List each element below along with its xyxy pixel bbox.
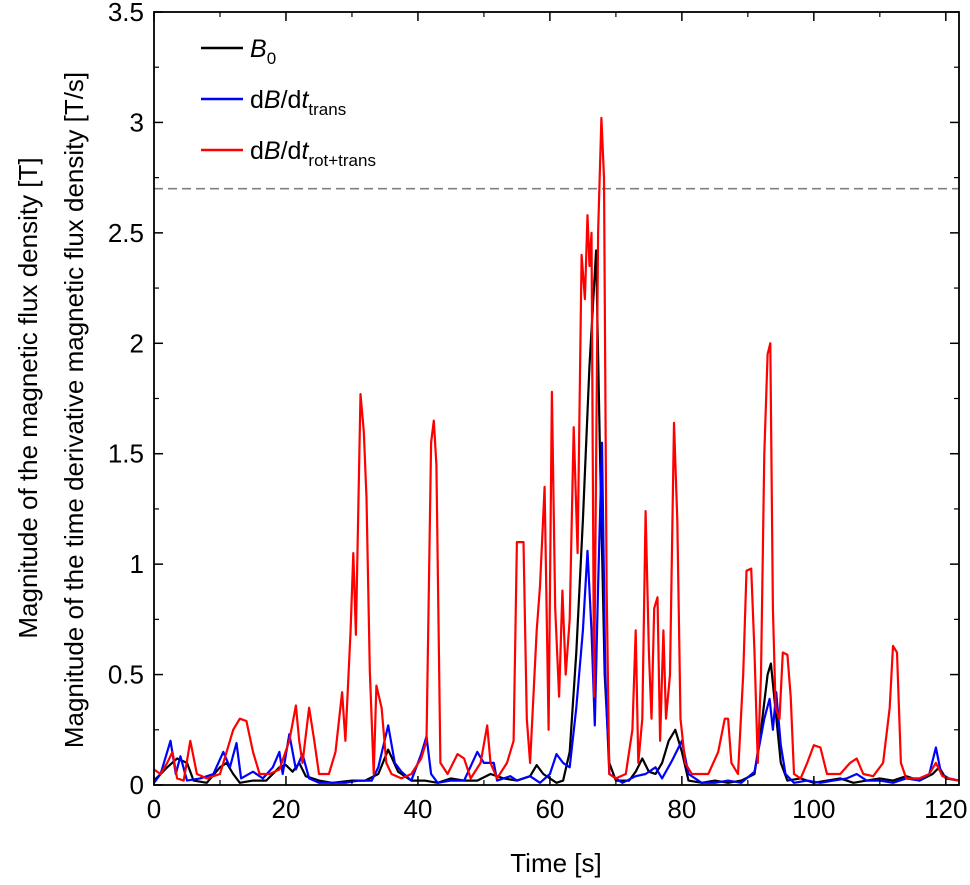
legend-label-1: B0 [250, 35, 276, 68]
plot-area [154, 12, 959, 785]
x-tick-label: 60 [535, 794, 564, 824]
y-tick-label: 2.5 [108, 218, 144, 248]
y-tick-label: 0 [130, 770, 144, 800]
ticks-layer: 0 20 40 60 80 100 120 0 0.5 1 1.5 2 2.5 3 3.5 [108, 0, 968, 824]
x-tick-label: 0 [147, 794, 161, 824]
x-tick-label: 120 [924, 794, 967, 824]
legend-label-2: dB/dttrans [250, 86, 346, 119]
y-tick-label: 1 [130, 549, 144, 579]
x-tick-label: 20 [272, 794, 301, 824]
y-axis-title-2: Magnitude of the time derivative magneti… [59, 72, 89, 748]
series-line-1 [153, 249, 960, 784]
x-tick-label: 80 [667, 794, 696, 824]
series-line-2 [153, 441, 960, 784]
y-tick-label: 1.5 [108, 439, 144, 469]
legend: B0 dB/dttrans dB/dtrot+trans [201, 35, 376, 170]
y-axis-title-1: Magnitude of the magnetic flux density [… [13, 157, 43, 638]
x-axis-title: Time [s] [510, 848, 601, 878]
y-tick-label: 2 [130, 328, 144, 358]
y-tick-label: 0.5 [108, 660, 144, 690]
series-layer [153, 116, 960, 784]
y-tick-label: 3 [130, 107, 144, 137]
legend-label-3: dB/dtrot+trans [250, 137, 376, 170]
y-tick-label: 3.5 [108, 0, 144, 27]
x-tick-label: 100 [792, 794, 835, 824]
series-line-3 [153, 116, 960, 782]
x-tick-label: 40 [403, 794, 432, 824]
